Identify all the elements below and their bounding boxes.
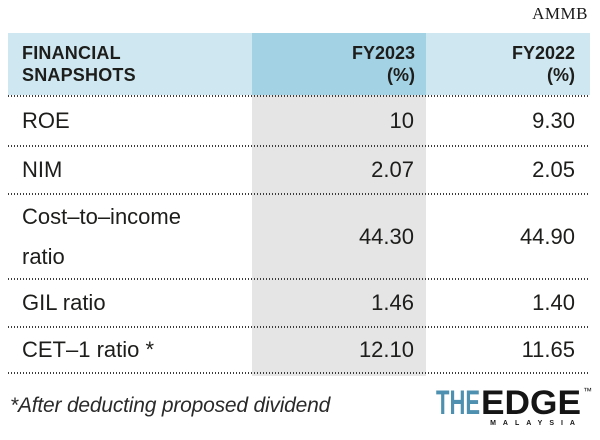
row-label: NIM: [22, 157, 63, 182]
logo-malaysia-text: MALAYSIA: [490, 420, 582, 427]
table-row-cost-to-income: Cost–to–income ratio 44.30 44.90: [8, 195, 590, 278]
table-row-nim: NIM 2.07 2.05: [8, 147, 590, 193]
header-fy2022: FY2022 (%): [511, 43, 575, 85]
logo-trademark: ™: [583, 386, 592, 396]
logo-edge-text: EDGE: [481, 384, 581, 422]
row-label: GIL ratio: [22, 290, 106, 315]
header-financial-snapshots: FINANCIAL SNAPSHOTS: [22, 43, 136, 85]
row-divider: [8, 278, 590, 280]
financial-snapshots-table: FINANCIAL SNAPSHOTS FY2023 (%) FY2022 (%…: [8, 33, 590, 376]
logo-graphic: THE EDGE ™ MALAYSIA: [436, 384, 592, 427]
row-divider: [8, 145, 590, 147]
row-divider: [8, 372, 590, 374]
row-value-fy2022: 44.90: [519, 223, 575, 249]
row-value-fy2022: 1.40: [532, 290, 575, 315]
table-row-cet1-ratio: CET–1 ratio * 12.10 11.65: [8, 328, 590, 372]
table-header-row: FINANCIAL SNAPSHOTS FY2023 (%) FY2022 (%…: [8, 33, 590, 95]
row-value-fy2023: 12.10: [358, 337, 414, 362]
fy2023-column-highlight: [252, 95, 426, 376]
row-value-fy2023: 2.07: [371, 157, 414, 182]
row-value-fy2023: 44.30: [358, 223, 414, 249]
row-label: CET–1 ratio *: [22, 337, 155, 362]
row-value-fy2022: 2.05: [532, 157, 575, 182]
row-value-fy2023: 10: [389, 108, 414, 133]
logo-the-text: THE: [436, 384, 480, 422]
table-row-gil-ratio: GIL ratio 1.46 1.40: [8, 280, 590, 326]
row-value-fy2022: 11.65: [521, 337, 575, 362]
table-row-roe: ROE 10 9.30: [8, 97, 590, 145]
row-divider: [8, 193, 590, 195]
footnote-text: *After deducting proposed dividend: [10, 394, 331, 417]
row-label: ROE: [22, 108, 70, 133]
row-value-fy2022: 9.30: [532, 108, 575, 133]
row-label: Cost–to–income ratio: [22, 203, 181, 269]
header-fy2023: FY2023 (%): [252, 33, 426, 95]
row-divider: [8, 95, 590, 97]
source-label: AMMB: [532, 4, 588, 23]
the-edge-malaysia-logo: THE EDGE ™ MALAYSIA: [434, 380, 592, 435]
row-divider: [8, 326, 590, 328]
row-value-fy2023: 1.46: [371, 290, 414, 315]
